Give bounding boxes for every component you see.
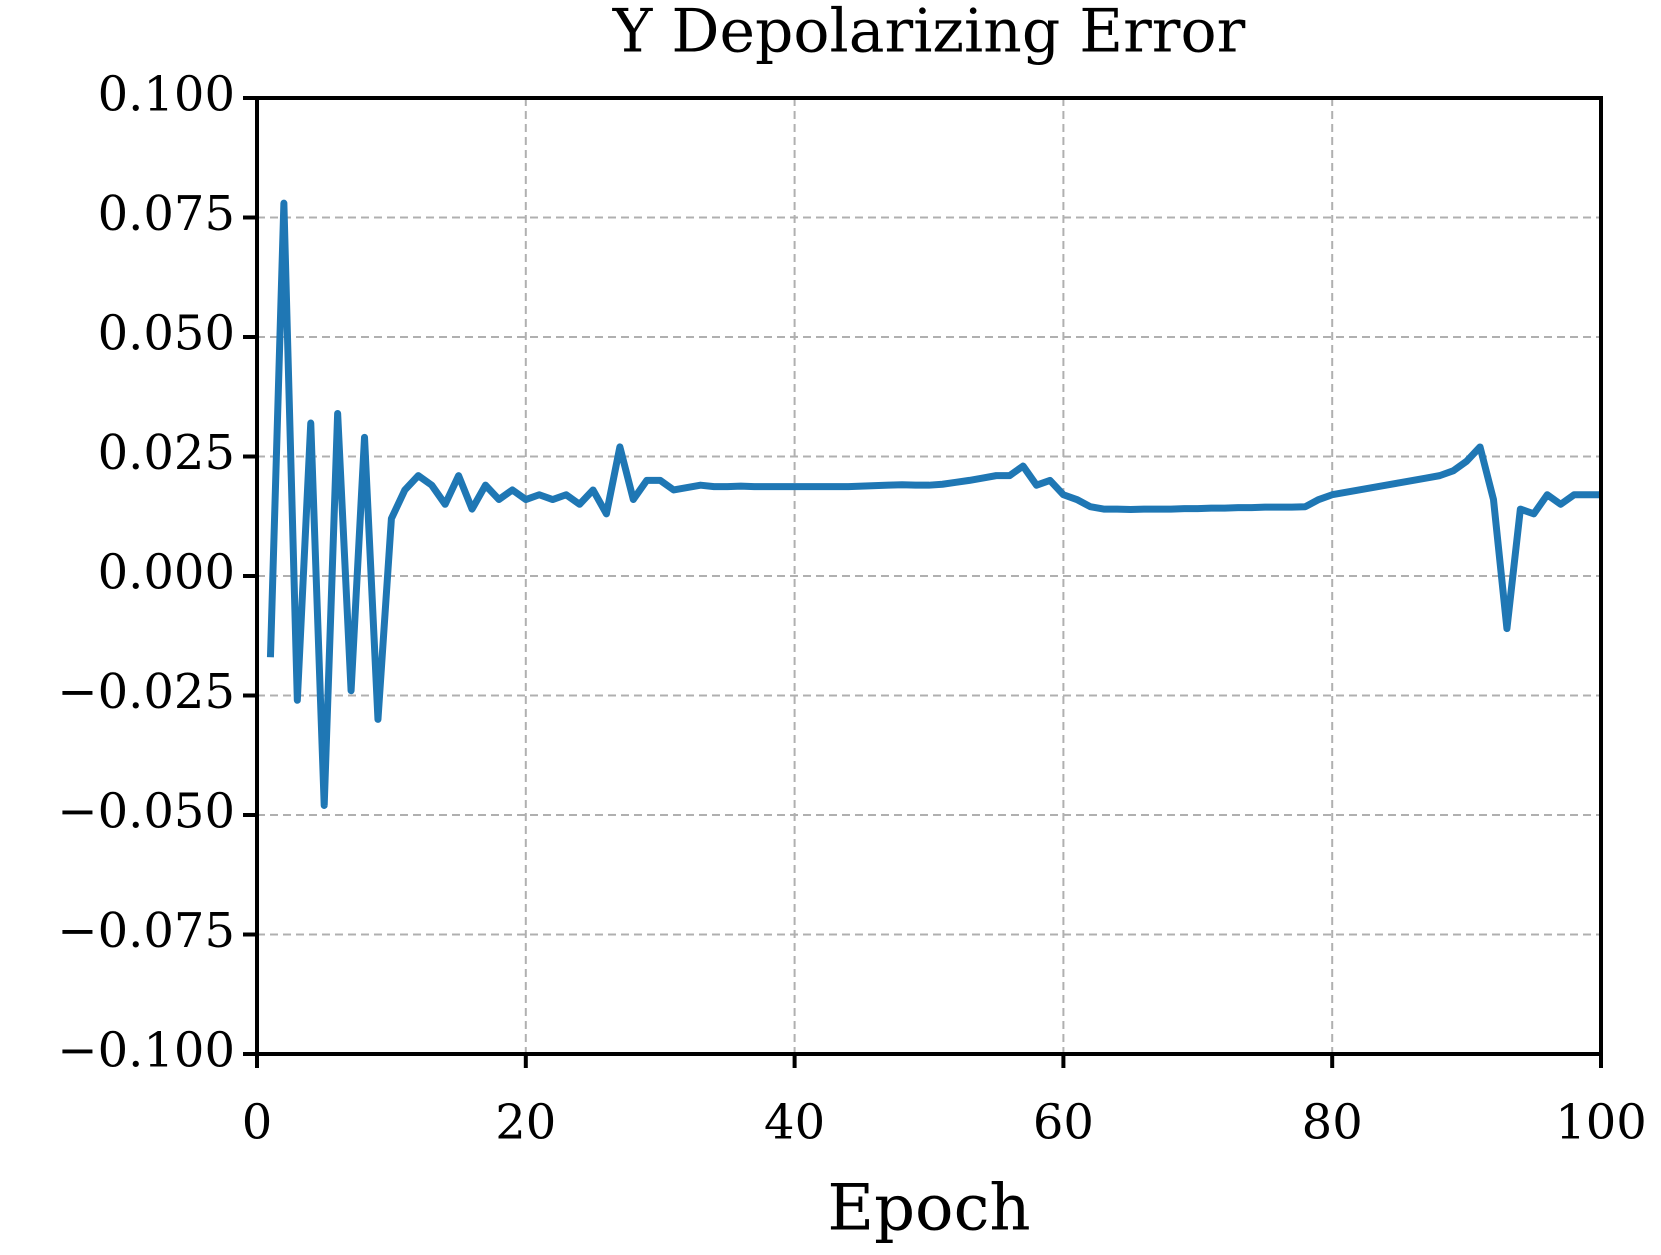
- x-tick-label: 100: [1555, 1095, 1647, 1151]
- y-tick-label: 0.000: [98, 545, 235, 601]
- y-tick-label: 0.075: [98, 186, 235, 242]
- data-line: [266, 199, 1601, 809]
- plot-frame: [255, 96, 1603, 1056]
- chart-title: Y Depolarizing Error: [612, 0, 1246, 67]
- x-tick-label: 80: [1302, 1095, 1363, 1151]
- y-tick-label: −0.100: [57, 1023, 235, 1079]
- y-tick-label: 0.050: [98, 306, 235, 362]
- y-tick-label: −0.075: [57, 903, 235, 959]
- y-tick-label: 0.100: [98, 67, 235, 123]
- x-axis-label: Epoch: [827, 1172, 1030, 1246]
- y-tick-label: 0.025: [98, 425, 235, 481]
- x-tick-label: 40: [764, 1095, 825, 1151]
- y-tick-label: −0.050: [57, 784, 235, 840]
- y-tick-label: −0.025: [57, 664, 235, 720]
- x-tick-label: 20: [495, 1095, 556, 1151]
- x-tick-label: 60: [1033, 1095, 1094, 1151]
- x-tick-label: 0: [242, 1095, 273, 1151]
